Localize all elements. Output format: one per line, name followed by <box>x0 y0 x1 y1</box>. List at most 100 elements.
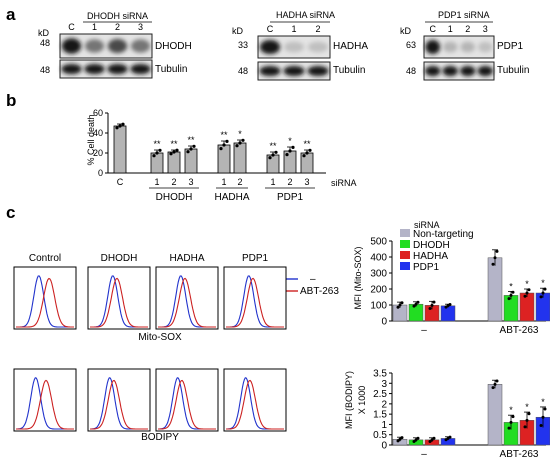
data-point <box>428 440 432 444</box>
lane-label: 3 <box>483 24 488 34</box>
significance-marker: ** <box>220 130 228 140</box>
data-point <box>274 150 278 154</box>
tubulin-label: Tubulin <box>333 65 365 76</box>
blot-band-target <box>84 39 105 53</box>
significance-marker: * <box>509 281 513 291</box>
data-point <box>493 382 497 386</box>
y-tick-label: 3 <box>381 379 387 390</box>
data-point <box>412 304 416 308</box>
data-point <box>543 407 547 411</box>
lane-label: C <box>267 24 274 34</box>
blot-band-target <box>460 41 476 53</box>
bar <box>113 125 127 174</box>
legend-label-untreated: – <box>310 274 316 285</box>
data-point <box>172 150 176 154</box>
data-point <box>285 153 289 157</box>
x-tick-label: 2 <box>171 177 176 187</box>
data-point <box>491 386 495 390</box>
blot-hadha: kD HADHA siRNA 33 48 HADHA Tubulin C 1 2 <box>232 10 368 81</box>
data-point <box>222 143 226 147</box>
legend-swatch <box>400 262 410 270</box>
mfi-bodipy-chart: MFI (BODIPY) X 1000 00.511.522.533.5 – * * *… <box>344 369 550 460</box>
data-point <box>169 152 173 156</box>
condition-label: HADHA <box>169 253 204 264</box>
data-point <box>189 147 193 151</box>
data-point <box>305 151 309 155</box>
data-point <box>432 436 436 440</box>
lane-label: 2 <box>115 22 120 32</box>
data-point <box>430 438 434 442</box>
legend-label: HADHA <box>413 251 448 262</box>
data-point <box>396 439 400 443</box>
lane-label: 1 <box>92 22 97 32</box>
y-tick-label: 500 <box>370 237 387 248</box>
blot-band-target <box>283 41 305 53</box>
data-point <box>491 262 495 266</box>
lane-label: 1 <box>291 24 296 34</box>
x-tick-label: – <box>421 325 427 336</box>
bar <box>487 384 503 446</box>
condition-label: DHODH <box>101 253 138 264</box>
significance-marker: * <box>525 279 529 289</box>
legend-label: DHODH <box>413 240 450 251</box>
y-tick-label: 0.5 <box>373 430 387 441</box>
blot-band-tubulin <box>107 63 128 75</box>
data-point <box>152 154 156 158</box>
data-point <box>525 291 529 295</box>
y-tick-label: 0 <box>98 168 103 178</box>
y-tick-label: 200 <box>370 285 387 296</box>
histogram-panel <box>87 266 151 330</box>
cell-death-chart: % Cell death siRNA 0204060C**1**2**3**1*… <box>86 108 357 203</box>
blot-band-tubulin <box>460 65 476 77</box>
data-point <box>509 420 513 424</box>
y-tick-label: 60 <box>93 108 103 118</box>
y-tick-label: 2.5 <box>373 389 387 400</box>
blot-title: DHODH siRNA <box>87 11 148 21</box>
target-label: HADHA <box>333 41 368 52</box>
significance-marker: * <box>541 278 545 288</box>
x-tick-label: 1 <box>221 177 226 187</box>
lane-label: C <box>430 24 437 34</box>
tubulin-label: Tubulin <box>155 64 187 75</box>
mw-tubulin: 48 <box>238 66 248 76</box>
significance-marker: * <box>288 136 292 146</box>
data-point <box>118 124 122 128</box>
significance-marker: * <box>509 405 513 415</box>
lane-label: 3 <box>138 22 143 32</box>
x-tick-label: ABT-263 <box>500 449 539 460</box>
panel-label-b: b <box>6 91 16 110</box>
condition-label: PDP1 <box>242 253 269 264</box>
x-tick-label: 1 <box>270 177 275 187</box>
y-tick-label: 100 <box>370 301 387 312</box>
data-point <box>158 148 162 152</box>
y-tick-label: 40 <box>93 128 103 138</box>
significance-marker: ** <box>303 139 311 149</box>
data-point <box>543 287 547 291</box>
histogram-abt263 <box>90 277 148 328</box>
lane-label: 1 <box>448 24 453 34</box>
data-point <box>495 379 499 383</box>
data-point <box>428 307 432 311</box>
data-point <box>235 144 239 148</box>
blot-strip-tubulin <box>59 59 153 79</box>
data-point <box>541 291 545 295</box>
legend-label: PDP1 <box>413 262 440 273</box>
lane-label: C <box>68 22 75 32</box>
bar <box>167 151 181 174</box>
y-axis-label: % Cell death <box>86 114 96 165</box>
blot-band-target <box>130 39 151 53</box>
data-point <box>511 290 515 294</box>
blot-title: HADHA siRNA <box>276 10 335 20</box>
data-point <box>416 300 420 304</box>
mw-target: 48 <box>40 38 50 48</box>
data-point <box>400 436 404 440</box>
blot-band-tubulin <box>477 65 493 77</box>
histogram-untreated <box>16 275 74 328</box>
blot-band-target <box>107 38 128 54</box>
data-point <box>525 418 529 422</box>
data-point <box>414 302 418 306</box>
group-label: DHODH <box>156 192 193 203</box>
data-point <box>186 150 190 154</box>
data-point <box>539 295 543 299</box>
y-tick-label: 2 <box>381 399 387 410</box>
